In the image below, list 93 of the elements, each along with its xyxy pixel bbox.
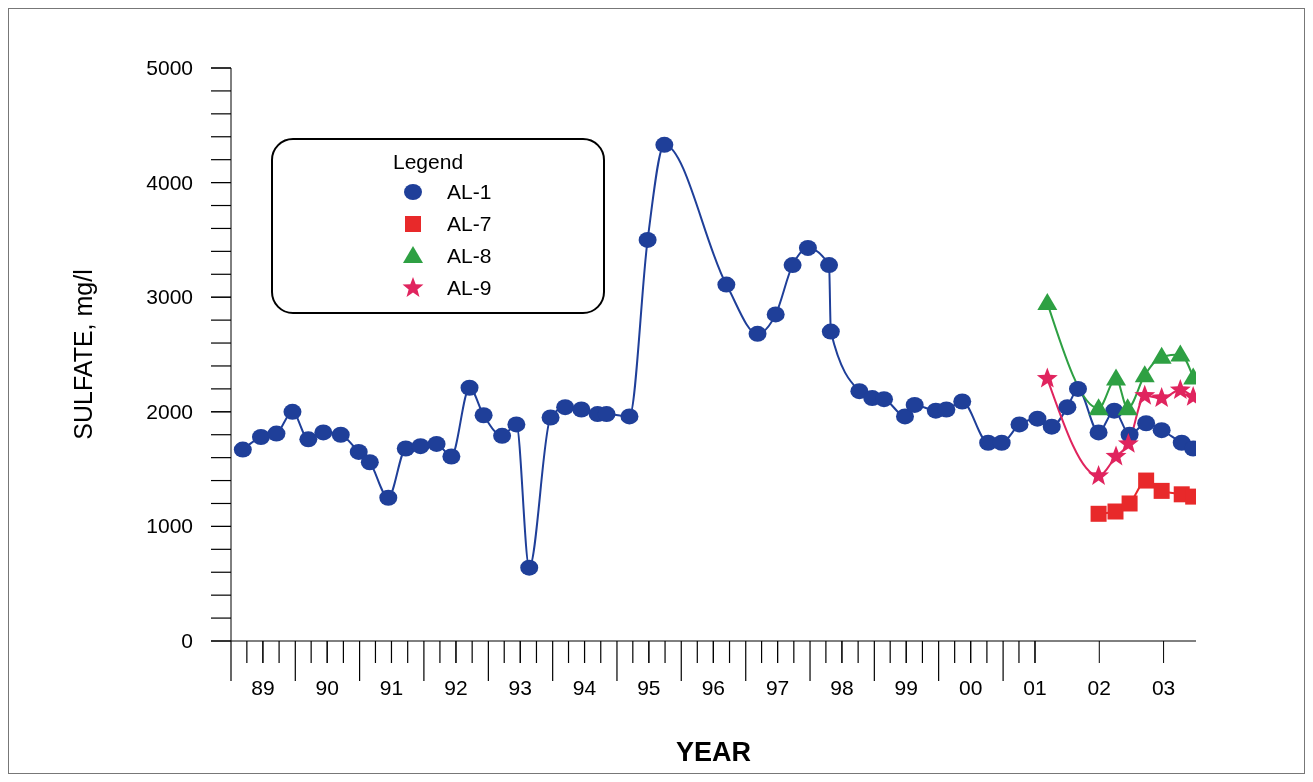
point (1088, 464, 1110, 485)
point (556, 399, 575, 416)
point (1151, 346, 1172, 364)
point (638, 231, 657, 248)
point (717, 276, 736, 293)
y-axis-title: SULFATE, mg/l (68, 269, 97, 440)
x-axis-title: YEAR (675, 737, 752, 767)
x-tick-label: 96 (701, 676, 725, 699)
x-tick-label: 03 (1151, 676, 1176, 699)
point (572, 401, 591, 418)
x-tick-label: 97 (765, 676, 790, 699)
x-tick-label: 02 (1087, 676, 1111, 699)
point (937, 401, 956, 418)
point (1137, 415, 1156, 432)
point (474, 407, 493, 424)
point (507, 416, 526, 433)
point (442, 448, 461, 465)
legend-label: AL-8 (447, 244, 492, 268)
point (620, 408, 639, 425)
x-tick-label: 94 (572, 676, 597, 699)
x-tick-label: 92 (444, 676, 468, 699)
y-tick-label: 1000 (146, 514, 193, 538)
x-tick-label: 99 (894, 676, 918, 699)
legend-label: AL-7 (447, 212, 492, 236)
point (349, 443, 368, 460)
point (905, 396, 924, 413)
point (411, 438, 430, 455)
legend-label: AL-1 (447, 180, 492, 204)
point (1151, 387, 1173, 407)
point (460, 379, 479, 396)
point (655, 136, 674, 153)
point (1107, 503, 1124, 520)
point (1036, 367, 1058, 388)
point (1042, 418, 1061, 435)
point (493, 427, 512, 444)
point (1153, 482, 1170, 499)
x-tick-label: 00 (959, 676, 983, 699)
point (283, 403, 302, 420)
legend-label: AL-9 (447, 276, 492, 300)
point (1068, 380, 1087, 397)
x-tick-label: 98 (830, 676, 854, 699)
point (251, 429, 270, 446)
point (520, 559, 539, 576)
point (850, 383, 869, 400)
point (1121, 495, 1138, 512)
y-tick-label: 4000 (146, 170, 193, 194)
point (1138, 472, 1155, 489)
x-tick-label: 93 (508, 676, 532, 699)
x-tick-label: 90 (315, 676, 339, 699)
point (1152, 422, 1171, 439)
point (427, 435, 446, 452)
point (1170, 344, 1191, 362)
point (1028, 410, 1047, 427)
point (267, 425, 286, 442)
point (1088, 398, 1109, 416)
point (766, 306, 785, 323)
y-tick-label: 0 (181, 629, 193, 652)
point (1117, 432, 1139, 453)
point (379, 489, 398, 506)
y-tick-label: 3000 (146, 285, 193, 309)
point (541, 409, 560, 426)
point (1089, 424, 1108, 441)
point (798, 239, 817, 256)
point (895, 408, 914, 425)
point (396, 440, 415, 457)
legend-title: Legend (393, 150, 465, 174)
point (1058, 399, 1077, 416)
point (331, 426, 350, 443)
point (314, 424, 333, 441)
y-tick-label: 5000 (146, 56, 193, 79)
x-tick-label: 95 (637, 676, 661, 699)
point (953, 393, 972, 410)
x-tick-label: 89 (251, 676, 275, 699)
point (299, 431, 318, 448)
point (1037, 292, 1058, 310)
point (875, 391, 894, 408)
point (820, 257, 839, 274)
point (1105, 445, 1127, 466)
point (1117, 398, 1138, 416)
point (233, 441, 252, 458)
point (1134, 384, 1156, 405)
y-tick-label: 2000 (146, 399, 193, 423)
point (1169, 379, 1191, 399)
point (360, 454, 379, 471)
point (1106, 368, 1127, 386)
point (783, 257, 802, 274)
point (1010, 416, 1029, 433)
point (748, 325, 767, 342)
point (1090, 505, 1107, 522)
x-tick-label: 01 (1023, 676, 1047, 699)
x-tick-label: 91 (379, 676, 404, 699)
point (1134, 365, 1155, 383)
point (821, 323, 840, 340)
